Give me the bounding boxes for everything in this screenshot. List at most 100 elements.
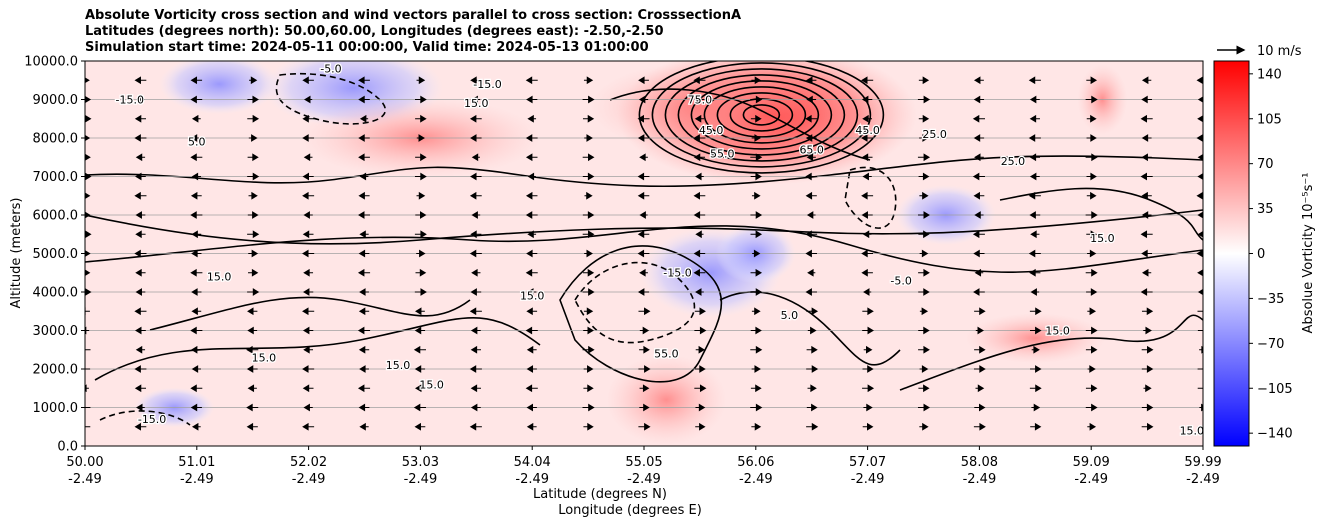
wind-vector-273: [863, 288, 872, 296]
wind-vector-48: [191, 230, 202, 239]
contour-label-4: 45.0: [699, 124, 724, 137]
wind-vector-287: [918, 384, 930, 393]
wind-vector-35: [134, 114, 147, 123]
wind-vector-78: [302, 384, 314, 393]
wind-vector-193: [638, 365, 651, 373]
wind-vector-339: [1029, 114, 1040, 123]
wind-vector-307: [973, 365, 986, 373]
wind-vector-340: [1029, 95, 1040, 104]
wind-vector-49: [190, 211, 203, 219]
colorbar-tick-label-3: 35: [1257, 202, 1274, 217]
wind-vector-136: [469, 365, 482, 373]
wind-vector-219: [695, 230, 704, 239]
wind-vector-376: [1141, 134, 1152, 142]
wind-vector-93: [304, 95, 313, 104]
wind-vector-113: [358, 76, 370, 85]
wind-vector-109: [358, 153, 370, 162]
wind-vector-348: [1087, 307, 1097, 316]
x-tick-label-lon-2: -2.49: [292, 472, 326, 487]
wind-vector-60: [246, 365, 258, 373]
contour-label-20: 15.0: [1180, 424, 1205, 437]
wind-vector-202: [637, 191, 650, 200]
wind-vector-223: [693, 153, 706, 162]
wind-vector-332: [1028, 249, 1041, 258]
wind-vector-344: [1085, 384, 1098, 393]
wind-vector-26: [135, 288, 146, 296]
wind-vector-343: [1085, 403, 1098, 412]
wind-vector-170: [525, 76, 538, 85]
wind-vector-46: [190, 268, 203, 277]
field-region-6: [606, 354, 727, 445]
wind-vector-57: [246, 422, 258, 431]
wind-vector-141: [471, 268, 481, 277]
wind-vector-147: [471, 153, 480, 162]
wind-vector-47: [191, 249, 202, 258]
wind-vector-245: [750, 95, 763, 104]
wind-vector-274: [861, 268, 873, 277]
wind-vector-358: [1086, 114, 1097, 123]
wind-vector-167: [525, 134, 538, 142]
wind-vector-197: [637, 288, 650, 296]
wind-vector-394: [1197, 153, 1203, 161]
x-tick-label-lon-4: -2.49: [515, 472, 549, 487]
wind-vector-190: [638, 422, 651, 431]
wind-vector-331: [1029, 268, 1041, 277]
contour-label-12: -15.0: [663, 267, 691, 280]
wind-vector-23: [135, 345, 146, 354]
x-tick-label-lat-0: 50.00: [66, 455, 103, 470]
wind-vector-204: [639, 153, 648, 162]
wind-vector-85: [302, 249, 315, 258]
wind-vector-90: [303, 153, 313, 162]
wind-vector-94: [302, 76, 314, 85]
contour-label-24: 15.0: [1090, 232, 1115, 245]
wind-vector-175: [582, 345, 595, 354]
wind-vector-66: [248, 249, 259, 258]
wind-vector-257: [805, 230, 818, 239]
wind-vector-91: [302, 134, 315, 142]
wind-vector-19: [134, 422, 147, 431]
wind-vector-222: [695, 172, 704, 181]
wind-vector-326: [1030, 365, 1042, 373]
wind-vector-264: [806, 95, 817, 104]
wind-vector-262: [805, 134, 817, 142]
contour-2: [85, 155, 1203, 188]
contour-label-5: 55.0: [710, 147, 735, 160]
y-tick-label-4: 4000.0: [33, 286, 79, 301]
wind-vector-235: [750, 288, 763, 296]
x-tick-label-lat-1: 51.01: [178, 455, 215, 470]
wind-vector-0: [85, 422, 91, 431]
wind-vector-133: [469, 422, 482, 431]
wind-vector-357: [1086, 134, 1097, 142]
wind-vector-362: [1141, 403, 1154, 412]
wind-vector-43: [190, 326, 203, 335]
x-tick-label-lat-2: 52.02: [290, 455, 327, 470]
y-tick-label-9: 9000.0: [33, 93, 79, 108]
wind-vector-286: [917, 403, 930, 412]
wind-vector-385: [1197, 326, 1203, 335]
wind-vector-115: [413, 403, 426, 412]
wind-vector-345: [1087, 365, 1096, 373]
wind-vector-177: [583, 307, 594, 316]
wind-vector-325: [1029, 384, 1042, 393]
x-tick-label-lon-6: -2.49: [739, 472, 773, 487]
wind-vector-365: [1141, 345, 1154, 354]
contour-label-0: -15.0: [115, 93, 143, 106]
wind-vector-317: [972, 172, 985, 181]
wind-vector-174: [583, 365, 594, 373]
wind-vector-117: [414, 365, 426, 373]
wind-vector-243: [751, 134, 761, 142]
wind-vector-240: [751, 191, 761, 200]
wind-vector-294: [919, 249, 929, 258]
wind-vector-107: [358, 191, 370, 200]
wind-vector-263: [805, 114, 818, 123]
wind-vector-145: [469, 191, 482, 200]
wind-vector-392: [1196, 191, 1203, 200]
x-axis-label-lat: Latitude (degrees N): [533, 487, 667, 502]
wind-vector-289: [918, 345, 930, 354]
wind-vector-86: [302, 230, 314, 239]
wind-vector-186: [584, 134, 593, 142]
y-tick-label-5: 5000.0: [33, 247, 79, 262]
wind-vector-149: [469, 114, 482, 123]
wind-vector-157: [525, 326, 538, 335]
x-tick-label-lon-9: -2.49: [1074, 472, 1108, 487]
